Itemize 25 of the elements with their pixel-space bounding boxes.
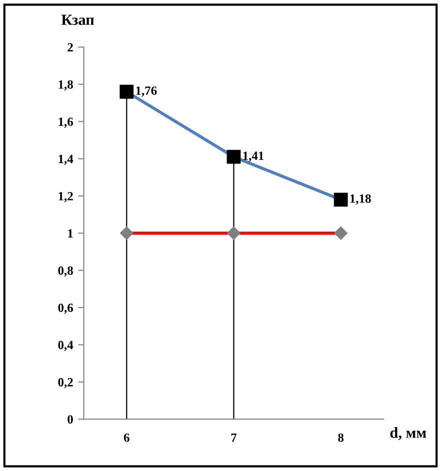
y-tick-label: 0,2 (58, 378, 73, 388)
y-tick-label: 0,8 (58, 266, 73, 277)
y-tick-label: 0,6 (58, 304, 74, 314)
y-tick-label: 1,2 (58, 192, 73, 202)
y-tick-label: 0 (68, 415, 73, 424)
x-tick-label: 6 (124, 433, 130, 442)
y-tick-label: 1 (68, 229, 73, 238)
data-label: 1,76 (136, 86, 157, 97)
data-label: 1,18 (350, 194, 371, 205)
y-axis-title: Кзап (61, 14, 94, 25)
y-tick-label: 1,4 (58, 154, 74, 165)
point (120, 226, 134, 240)
y-tick-label: 0,4 (58, 340, 74, 352)
x-axis-title: d, мм (390, 427, 426, 440)
y-tick-label: 1,8 (58, 80, 73, 91)
point (120, 84, 134, 99)
data-label: 1,41 (243, 152, 264, 162)
point (334, 226, 348, 240)
point (226, 150, 241, 164)
y-tick-label: 2 (68, 43, 73, 52)
point (334, 192, 348, 207)
x-tick-label: 8 (338, 433, 344, 442)
y-tick-label: 1,6 (58, 118, 74, 128)
point (227, 226, 240, 240)
x-tick-label: 7 (231, 434, 237, 442)
